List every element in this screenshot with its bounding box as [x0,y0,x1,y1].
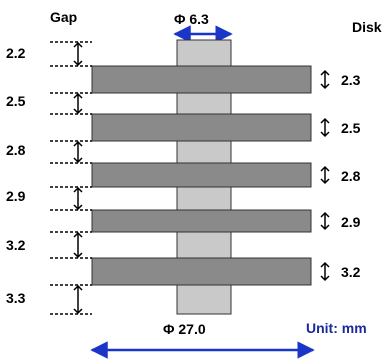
disk-1 [91,65,312,94]
disk-thickness-marks [320,69,330,282]
disk-label-5: 3.2 [341,264,361,280]
disk-stack [91,65,312,286]
disk-diameter-label: Φ 27.0 [163,321,206,337]
gap-dimensions [50,41,92,315]
gap-label-1: 2.2 [6,45,26,61]
shaft-diameter-label: Φ 6.3 [174,11,209,27]
disk-header: Disk [352,19,382,35]
disk-5 [91,257,312,286]
disk-label-1: 2.3 [341,72,361,88]
unit-label: Unit: mm [306,320,367,336]
disk-label-3: 2.8 [341,168,361,184]
disk-label-4: 2.9 [341,214,361,230]
gap-label-5: 3.2 [6,237,26,253]
disk-2 [91,113,312,142]
disk-label-2: 2.5 [341,120,361,136]
disk-4 [91,209,312,233]
gap-label-3: 2.8 [6,142,26,158]
gap-label-6: 3.3 [6,290,26,306]
gap-label-4: 2.9 [6,188,26,204]
gap-header: Gap [50,9,77,25]
disk-3 [91,162,312,188]
gap-label-2: 2.5 [6,93,26,109]
